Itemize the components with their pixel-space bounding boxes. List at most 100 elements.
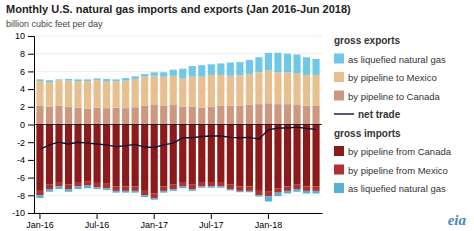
y-tick-mark — [28, 160, 34, 161]
bar — [113, 191, 120, 193]
x-tick-mark — [39, 213, 40, 219]
bar — [255, 125, 262, 191]
bar — [293, 185, 300, 189]
bar — [84, 186, 91, 189]
bar — [141, 77, 148, 106]
net-line — [40, 127, 316, 149]
bar — [84, 181, 91, 185]
bar — [151, 194, 158, 198]
bar — [284, 191, 291, 194]
bar — [132, 79, 139, 107]
legend-label: by pipeline to Canada — [348, 91, 441, 102]
bar — [246, 191, 253, 192]
y-tick-label: 2 — [20, 102, 25, 112]
y-tick-mark — [28, 89, 34, 90]
bar — [312, 186, 319, 190]
bar — [65, 125, 72, 185]
bar — [122, 108, 129, 124]
y-tick: -10 — [12, 208, 34, 218]
title: Monthly U.S. natural gas imports and exp… — [6, 3, 351, 15]
bar — [217, 106, 224, 125]
bar — [141, 191, 148, 195]
bar — [179, 125, 186, 183]
bar — [265, 103, 272, 124]
bar — [65, 189, 72, 192]
bar — [46, 189, 53, 192]
legend-swatch — [334, 146, 344, 156]
y-tick-label: -4 — [17, 155, 25, 165]
bar — [94, 125, 101, 183]
bar — [236, 62, 243, 75]
bar — [236, 191, 243, 192]
bar — [293, 55, 300, 74]
bar — [303, 191, 310, 194]
marks — [36, 53, 319, 202]
bar — [255, 57, 262, 72]
bar — [36, 195, 43, 198]
bar — [246, 125, 253, 187]
bar — [74, 182, 81, 186]
grid — [34, 36, 322, 213]
bar — [55, 80, 62, 106]
x-tick-label: Jul-16 — [85, 220, 110, 230]
bar — [132, 191, 139, 193]
y-tick-label: 8 — [20, 49, 25, 59]
bar — [55, 186, 62, 189]
y-tick: 2 — [20, 102, 34, 112]
bar — [198, 125, 205, 183]
bar-series — [36, 125, 319, 194]
y-tick-label: 0 — [20, 120, 25, 130]
x-axis: Jan-16Jul-16Jan-17Jul-17Jan-18 — [26, 213, 322, 230]
bar — [303, 106, 310, 125]
bar — [55, 182, 62, 186]
legend-item: by pipeline from Canada — [334, 146, 452, 157]
bar — [141, 106, 148, 125]
x-tick: Jul-16 — [85, 213, 110, 230]
bar — [284, 104, 291, 124]
bar — [46, 82, 53, 107]
bar — [189, 189, 196, 191]
x-tick-label: Jan-17 — [140, 220, 168, 230]
legend-label: by pipeline from Mexico — [348, 165, 448, 176]
bar-series — [36, 181, 319, 198]
legend-line — [334, 113, 354, 114]
x-tick-label: Jul-17 — [199, 220, 224, 230]
bar — [312, 106, 319, 125]
bar — [103, 108, 110, 124]
bar — [179, 69, 186, 79]
bar — [208, 107, 215, 125]
bar — [141, 125, 148, 191]
bar — [46, 80, 53, 82]
bar — [36, 191, 43, 195]
bar — [132, 76, 139, 79]
bar — [293, 73, 300, 105]
y-tick-mark — [28, 71, 34, 72]
bar — [208, 182, 215, 186]
bar — [303, 186, 310, 190]
x-tick-mark — [268, 213, 269, 219]
bar — [265, 53, 272, 71]
annotation: eia — [448, 212, 467, 228]
bar — [151, 76, 158, 105]
bar-series — [36, 186, 319, 202]
bar — [65, 107, 72, 125]
bar — [65, 81, 72, 107]
legend-item: gross exports — [334, 35, 401, 46]
bar — [94, 183, 101, 187]
x-tick-mark — [97, 213, 98, 219]
bar — [246, 186, 253, 190]
bar — [132, 107, 139, 124]
legend-label: as liquefied natural gas — [348, 54, 446, 65]
bar — [74, 125, 81, 183]
bar — [255, 104, 262, 124]
bar — [312, 59, 319, 75]
bar — [141, 195, 148, 197]
bar — [170, 125, 177, 185]
bar — [36, 125, 43, 191]
plot-area: Jan-16Jul-16Jan-17Jul-17Jan-18-10-8-6-4-… — [12, 31, 323, 230]
y-tick-mark — [28, 213, 34, 214]
legend-item: by pipeline to Mexico — [334, 72, 437, 83]
bar — [103, 184, 110, 188]
bar — [208, 125, 215, 183]
bar — [217, 75, 224, 106]
